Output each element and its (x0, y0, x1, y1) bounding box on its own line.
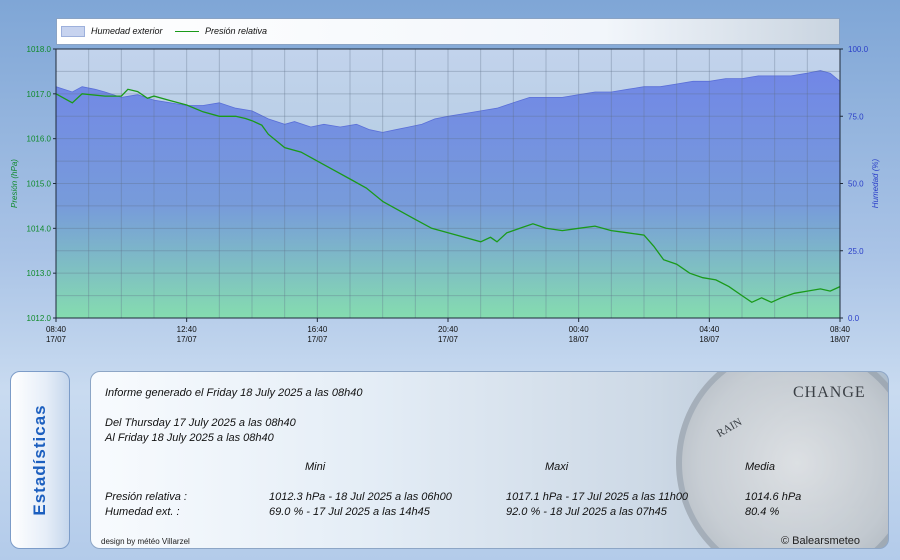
x-tick-label-date: 18/07 (699, 335, 720, 344)
row-humidity-max: 92.0 % - 18 Jul 2025 a las 07h45 (506, 506, 667, 518)
x-tick-label-time: 08:40 (46, 325, 67, 334)
gauge-word-change: CHANGE (793, 384, 866, 401)
x-tick-label-date: 18/07 (569, 335, 590, 344)
x-tick-label-date: 17/07 (177, 335, 198, 344)
legend-swatch-pressure (175, 31, 199, 32)
y-right-tick-label: 25.0 (848, 247, 864, 256)
y-right-tick-label: 100.0 (848, 45, 869, 54)
y-left-tick-label: 1016.0 (27, 135, 52, 144)
stats-side-tab: Estadísticas (10, 371, 70, 549)
y-left-tick-label: 1015.0 (27, 180, 52, 189)
x-tick-label-time: 00:40 (569, 325, 590, 334)
barometer-gauge-image (676, 372, 888, 548)
x-tick-label-date: 17/07 (46, 335, 67, 344)
row-pressure-min: 1012.3 hPa - 18 Jul 2025 a las 06h00 (269, 491, 452, 503)
col-header-max: Maxi (545, 461, 569, 473)
y-right-tick-label: 75.0 (848, 112, 864, 121)
row-humidity-min: 69.0 % - 17 Jul 2025 a las 14h45 (269, 506, 430, 518)
series-pressure-line (55, 88, 841, 304)
y-right-tick-label: 50.0 (848, 180, 864, 189)
chart-legend: Humedad exterior Presión relativa (56, 18, 840, 45)
x-tick-label-date: 17/07 (307, 335, 328, 344)
y-left-tick-label: 1012.0 (27, 314, 52, 323)
x-tick-label-time: 12:40 (177, 325, 198, 334)
row-pressure-max: 1017.1 hPa - 17 Jul 2025 a las 11h00 (506, 491, 689, 503)
x-tick-label-time: 20:40 (438, 325, 459, 334)
period-to-line: Al Friday 18 July 2025 a las 08h40 (105, 432, 274, 444)
row-pressure-label: Presión relativa : (105, 491, 187, 503)
y-left-tick-label: 1017.0 (27, 90, 52, 99)
y-right-tick-label: 0.0 (848, 314, 860, 323)
y-left-axis-title: Presión (hPa) (10, 159, 19, 208)
credit-source: © Balearsmeteo (781, 535, 861, 547)
row-pressure-avg: 1014.6 hPa (745, 491, 802, 503)
stats-panel: CHANGE RAIN Informe generado el Friday 1… (90, 371, 889, 549)
legend-swatch-humidity (61, 26, 85, 37)
x-tick-label-time: 16:40 (307, 325, 328, 334)
x-tick-label-date: 18/07 (830, 335, 851, 344)
legend-label-pressure: Presión relativa (205, 26, 268, 36)
series-humidity-area (55, 70, 841, 319)
x-tick-label-time: 04:40 (699, 325, 720, 334)
y-left-tick-label: 1018.0 (27, 45, 52, 54)
y-left-tick-label: 1013.0 (27, 269, 52, 278)
report-generated-line: Informe generado el Friday 18 July 2025 … (105, 387, 363, 399)
y-right-axis-title: Humedad (%) (871, 158, 880, 208)
credit-design: design by météo Villarzel (101, 537, 190, 546)
row-humidity-label: Humedad ext. : (105, 506, 180, 518)
col-header-min: Mini (305, 461, 326, 473)
legend-label-humidity: Humedad exterior (91, 26, 163, 36)
row-humidity-avg: 80.4 % (745, 506, 780, 518)
x-tick-label-date: 17/07 (438, 335, 459, 344)
x-tick-label-time: 08:40 (830, 325, 851, 334)
y-left-tick-label: 1014.0 (27, 224, 52, 233)
period-from-line: Del Thursday 17 July 2025 a las 08h40 (105, 417, 296, 429)
stats-side-title: Estadísticas (30, 404, 49, 516)
col-header-avg: Media (745, 461, 775, 473)
chart-area: 1012.0 1013.0 1014.0 1015.0 1016.0 1017.0 1018… (10, 45, 880, 344)
